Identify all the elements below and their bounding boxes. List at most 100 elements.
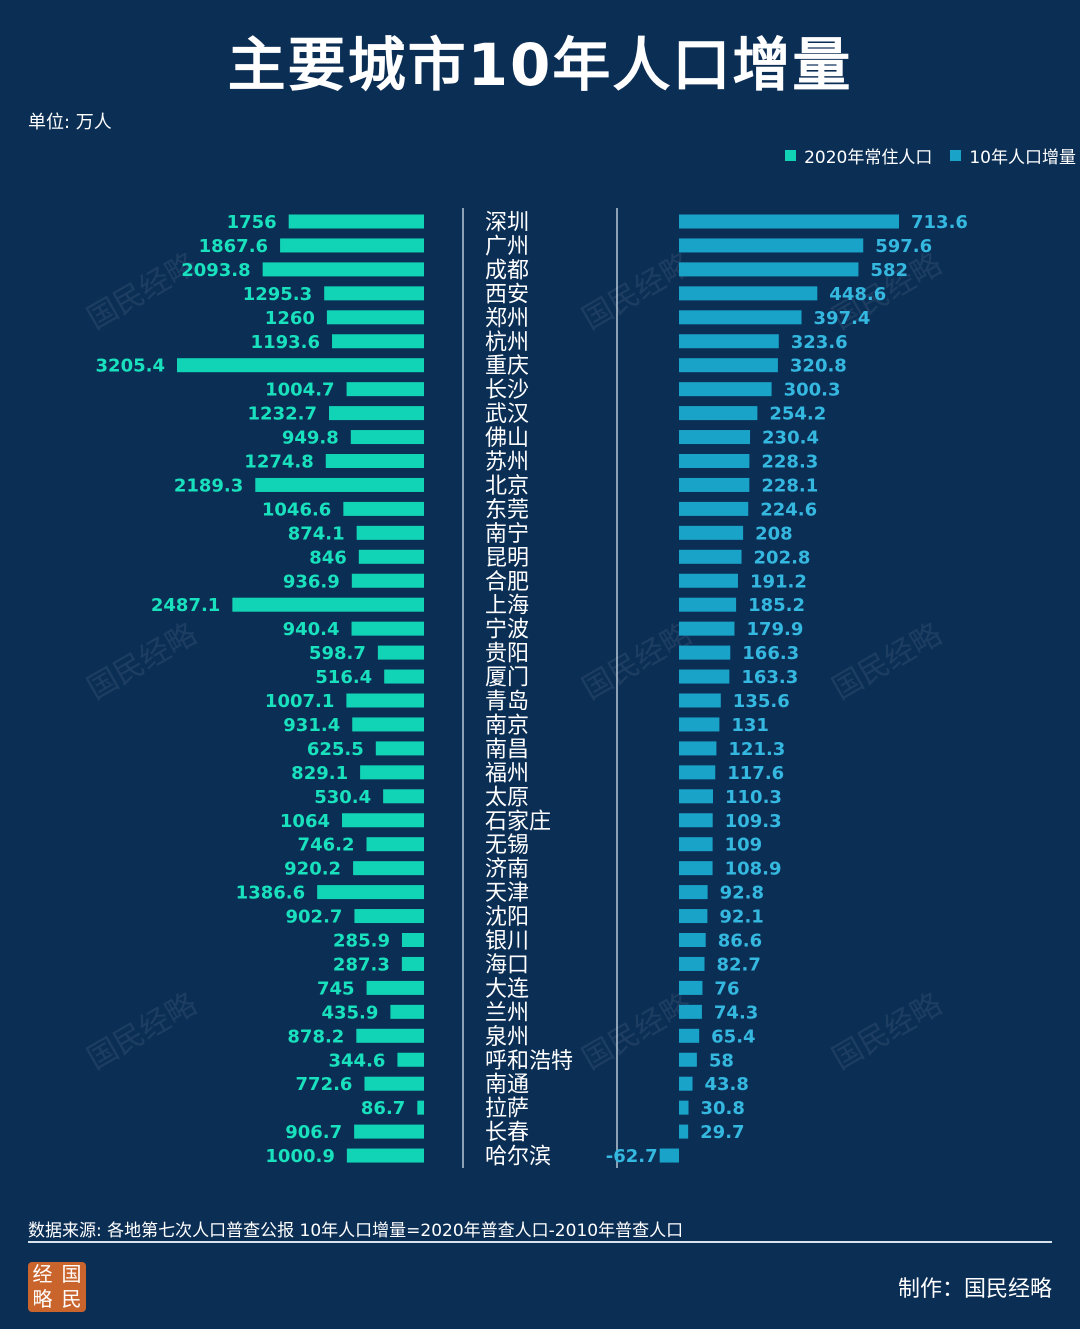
population-bar	[177, 358, 424, 373]
city-label: 合肥	[485, 570, 529, 595]
population-bar	[356, 1028, 424, 1043]
city-label: 东莞	[485, 498, 529, 523]
increase-bar	[679, 1004, 702, 1019]
increase-value-label: 582	[870, 260, 908, 281]
watermark-text: 国民经略	[82, 617, 203, 707]
increase-value-label: 109.3	[725, 811, 782, 832]
watermark-text: 国民经略	[827, 617, 948, 707]
population-bar	[364, 1076, 424, 1091]
city-label: 深圳	[485, 211, 529, 236]
increase-value-label: 713.6	[911, 212, 968, 233]
population-bar	[346, 1148, 424, 1163]
city-label: 成都	[485, 258, 529, 283]
population-bar	[232, 597, 424, 612]
increase-bar	[679, 980, 703, 995]
increase-bar	[679, 238, 864, 253]
population-value-label: 902.7	[286, 907, 343, 928]
population-value-label: 936.9	[283, 571, 340, 592]
increase-value-label: 82.7	[716, 954, 760, 975]
watermark-text: 国民经略	[827, 987, 948, 1077]
population-value-label: 530.4	[314, 787, 371, 808]
increase-value-label: 92.8	[720, 883, 764, 904]
increase-bar	[679, 669, 730, 684]
population-bar	[351, 621, 424, 636]
legend-swatch-increase	[950, 150, 962, 161]
population-value-label: 1064	[280, 811, 330, 832]
population-value-label: 1000.9	[265, 1146, 334, 1167]
population-bar	[332, 334, 424, 349]
city-label: 佛山	[485, 426, 529, 451]
increase-value-label: 208	[755, 523, 793, 544]
increase-value-label: 76	[714, 978, 739, 999]
increase-bar	[679, 549, 742, 564]
increase-value-label: 110.3	[725, 787, 782, 808]
population-value-label: 598.7	[309, 643, 366, 664]
population-value-label: 516.4	[315, 667, 372, 688]
city-label: 大连	[485, 977, 529, 1002]
increase-value-label: 86.6	[718, 931, 762, 952]
city-label: 武汉	[485, 402, 529, 427]
watermark-text: 国民经略	[82, 987, 203, 1077]
population-value-label: 745	[317, 978, 355, 999]
population-bar	[352, 717, 424, 732]
increase-bar	[679, 837, 713, 852]
population-bar	[377, 645, 424, 660]
city-label: 南通	[485, 1073, 529, 1098]
increase-value-label: 185.2	[748, 595, 805, 616]
population-value-label: 949.8	[282, 428, 339, 449]
increase-bar	[659, 1148, 679, 1163]
city-label: 拉萨	[485, 1097, 529, 1122]
city-label: 宁波	[485, 618, 529, 643]
city-label: 昆明	[485, 546, 529, 571]
increase-bar	[679, 861, 713, 876]
population-value-label: 1232.7	[248, 404, 317, 425]
increase-value-label: 117.6	[727, 763, 784, 784]
population-value-label: 829.1	[291, 763, 348, 784]
increase-bar	[679, 933, 706, 947]
increase-bar	[679, 501, 749, 516]
city-label: 苏州	[485, 450, 529, 475]
increase-value-label: 135.6	[733, 691, 790, 712]
increase-value-label: 323.6	[791, 332, 848, 353]
population-bar	[353, 861, 424, 876]
population-bar	[346, 382, 424, 397]
increase-bar	[679, 286, 818, 301]
population-value-label: 285.9	[333, 931, 390, 952]
population-value-label: 1295.3	[243, 284, 312, 305]
population-value-label: 625.5	[307, 739, 364, 760]
increase-value-label: 230.4	[762, 428, 819, 449]
population-bar	[360, 765, 424, 780]
seal-char: 略	[32, 1287, 53, 1311]
population-bar	[325, 454, 424, 468]
population-value-label: 344.6	[329, 1050, 386, 1071]
population-bar	[366, 837, 424, 852]
city-label: 广州	[485, 234, 529, 259]
city-label: 太原	[485, 785, 529, 810]
population-bar	[384, 669, 424, 684]
population-bar	[366, 980, 424, 995]
city-label: 西安	[485, 282, 529, 307]
increase-value-label: 397.4	[814, 308, 871, 329]
increase-bar	[679, 717, 720, 732]
population-value-label: 287.3	[333, 954, 390, 975]
city-label: 南京	[485, 713, 529, 738]
city-label: 石家庄	[485, 809, 551, 834]
city-label: 贵阳	[485, 642, 529, 667]
city-label: 银川	[485, 929, 529, 954]
city-label: 济南	[485, 857, 529, 882]
increase-bar	[679, 741, 717, 756]
population-bar	[255, 477, 424, 492]
population-value-label: 931.4	[283, 715, 340, 736]
population-value-label: 874.1	[288, 523, 345, 544]
increase-bar	[679, 956, 705, 971]
increase-value-label: 448.6	[829, 284, 886, 305]
city-label: 南宁	[485, 522, 529, 547]
increase-value-label: 29.7	[700, 1122, 744, 1143]
population-value-label: 1004.7	[265, 380, 334, 401]
population-bar	[375, 741, 424, 756]
city-label: 福州	[485, 761, 529, 786]
population-value-label: 435.9	[321, 1002, 378, 1023]
increase-bar	[679, 765, 716, 780]
city-label: 南昌	[485, 737, 529, 762]
increase-value-label: 228.3	[761, 452, 818, 473]
